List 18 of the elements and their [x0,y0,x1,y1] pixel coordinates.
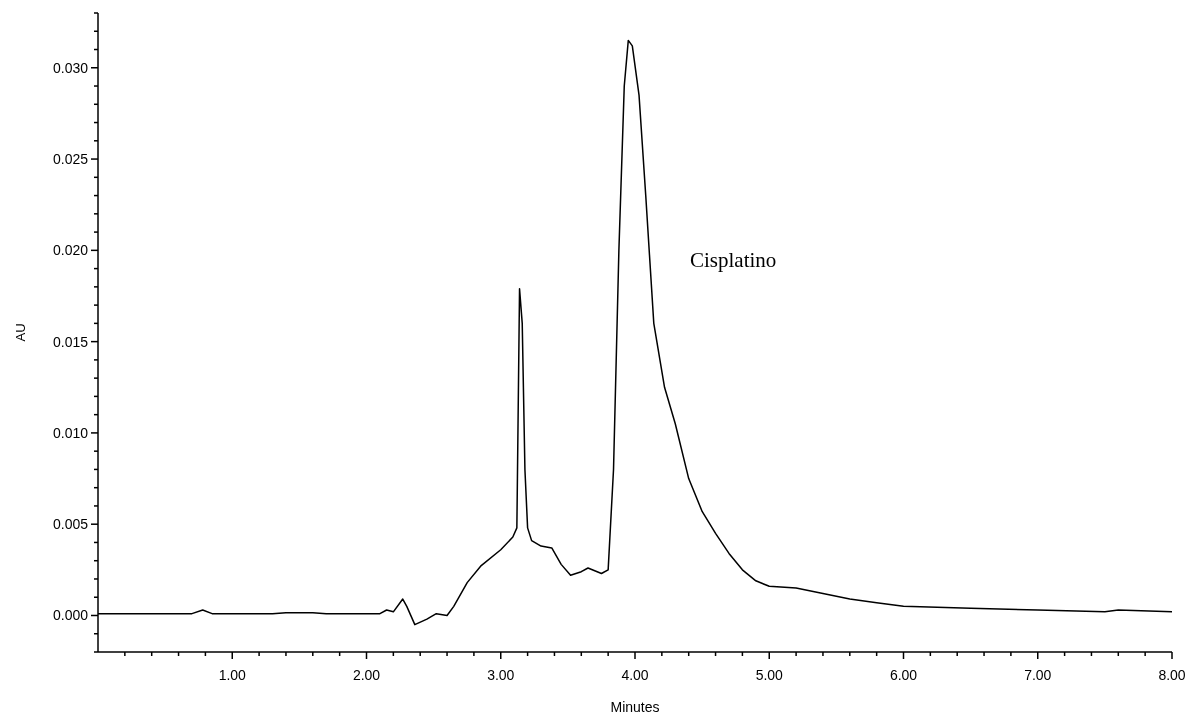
x-tick-label: 7.00 [1024,667,1052,683]
x-tick-label: 5.00 [755,667,784,683]
x-tick-label: 8.00 [1158,667,1186,683]
x-tick-label: 4.00 [621,667,649,683]
y-axis-title: AU [12,323,28,342]
annotation: Cisplatino [690,248,777,273]
x-tick-label: 3.00 [487,667,515,683]
x-axis-title: Minutes [610,699,660,715]
y-tick-label: 0.025 [52,151,89,168]
x-tick-label: 2.00 [352,667,381,683]
y-tick-label: 0.010 [52,424,89,441]
y-tick-label: 0.005 [52,516,89,533]
x-tick-label: 6.00 [889,667,918,683]
x-tick-label: 1.00 [218,667,247,683]
y-tick-label: 0.020 [52,242,89,259]
y-tick-label: 0.000 [52,607,89,624]
y-tick-label: 0.015 [52,333,89,350]
y-tick-label: 0.030 [52,59,89,76]
